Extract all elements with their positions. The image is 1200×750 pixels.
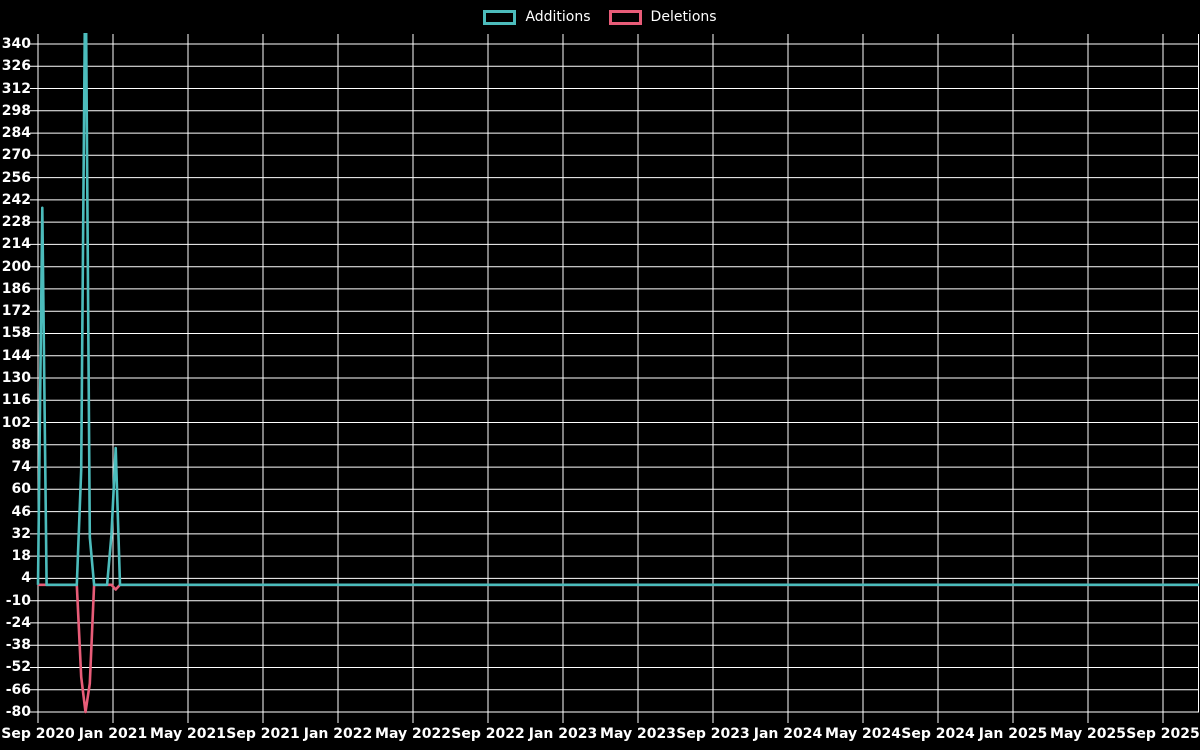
y-axis-tick-label: 172: [1, 303, 31, 319]
x-axis-tick-label: May 2021: [150, 726, 226, 742]
legend-item-deletions[interactable]: Deletions: [608, 9, 717, 25]
y-axis-tick-label: 326: [1, 58, 31, 74]
x-axis-tick-label: Sep 2021: [226, 726, 300, 742]
chart-legend: Additions Deletions: [0, 7, 1200, 27]
additions-line: [36, 33, 1199, 587]
y-axis-tick-label: 214: [1, 236, 31, 252]
x-axis-tick-label: May 2024: [825, 726, 901, 742]
x-axis-tick-label: Sep 2024: [901, 726, 975, 742]
y-axis-tick-label: 18: [11, 548, 31, 564]
y-axis-tick-label: -24: [5, 615, 31, 631]
x-axis-tick-label: Sep 2022: [451, 726, 525, 742]
y-axis-tick-label: 242: [1, 192, 31, 208]
x-axis-tick-label: Sep 2025: [1126, 726, 1200, 742]
legend-label-deletions: Deletions: [650, 9, 717, 25]
y-axis-tick-label: 284: [1, 125, 31, 141]
y-axis-tick-label: 74: [11, 459, 31, 475]
y-axis-tick-label: 298: [1, 103, 31, 119]
y-axis-tick-label: -52: [5, 659, 31, 675]
x-axis-tick-label: Jan 2025: [978, 726, 1048, 742]
y-axis-tick-label: 144: [1, 348, 31, 364]
legend-label-additions: Additions: [525, 9, 591, 25]
x-axis-tick-label: May 2022: [375, 726, 451, 742]
x-axis-tick-label: Jan 2024: [753, 726, 823, 742]
y-axis-tick-label: -66: [5, 682, 31, 698]
x-axis-tick-label: Jan 2022: [303, 726, 373, 742]
y-axis-tick-label: 4: [21, 570, 31, 586]
x-axis-tick-label: Sep 2023: [676, 726, 750, 742]
y-axis-tick-label: -38: [5, 637, 31, 653]
y-axis-tick-label: 88: [11, 437, 31, 453]
y-axis-tick-label: 256: [1, 170, 31, 186]
additions-swatch-icon: [483, 9, 517, 25]
x-axis-tick-label: May 2023: [600, 726, 676, 742]
y-axis-tick-label: 186: [1, 281, 31, 297]
y-axis-tick-label: 200: [1, 259, 31, 275]
y-axis-tick-label: -80: [5, 704, 31, 720]
y-axis-tick-label: 116: [1, 392, 31, 408]
x-axis-tick-label: Jan 2023: [528, 726, 598, 742]
x-axis-tick-label: Sep 2020: [1, 726, 75, 742]
deletions-line: [38, 583, 1199, 714]
y-axis-tick-label: 270: [1, 147, 31, 163]
x-axis-tick-label: Jan 2021: [78, 726, 148, 742]
y-axis-tick-label: -10: [5, 593, 31, 609]
x-axis-tick-label: May 2025: [1050, 726, 1126, 742]
y-axis-tick-label: 158: [1, 325, 31, 341]
y-axis-tick-label: 312: [1, 81, 31, 97]
y-axis-tick-label: 130: [1, 370, 31, 386]
y-axis-tick-label: 102: [1, 415, 31, 431]
deletions-swatch-icon: [608, 9, 642, 25]
y-axis-tick-label: 32: [11, 526, 31, 542]
y-axis-tick-label: 340: [1, 36, 31, 52]
y-axis-tick-label: 228: [1, 214, 31, 230]
legend-item-additions[interactable]: Additions: [483, 9, 591, 25]
y-axis-tick-label: 60: [11, 481, 31, 497]
y-axis-tick-label: 46: [11, 504, 31, 520]
